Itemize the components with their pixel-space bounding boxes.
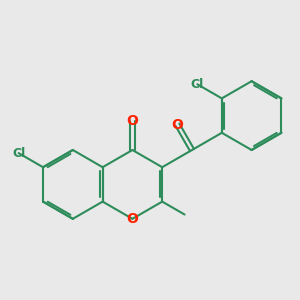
Text: O: O (127, 114, 138, 128)
Text: O: O (127, 212, 138, 226)
Text: Cl: Cl (12, 147, 25, 160)
Text: O: O (172, 118, 183, 132)
Text: Cl: Cl (191, 78, 204, 91)
